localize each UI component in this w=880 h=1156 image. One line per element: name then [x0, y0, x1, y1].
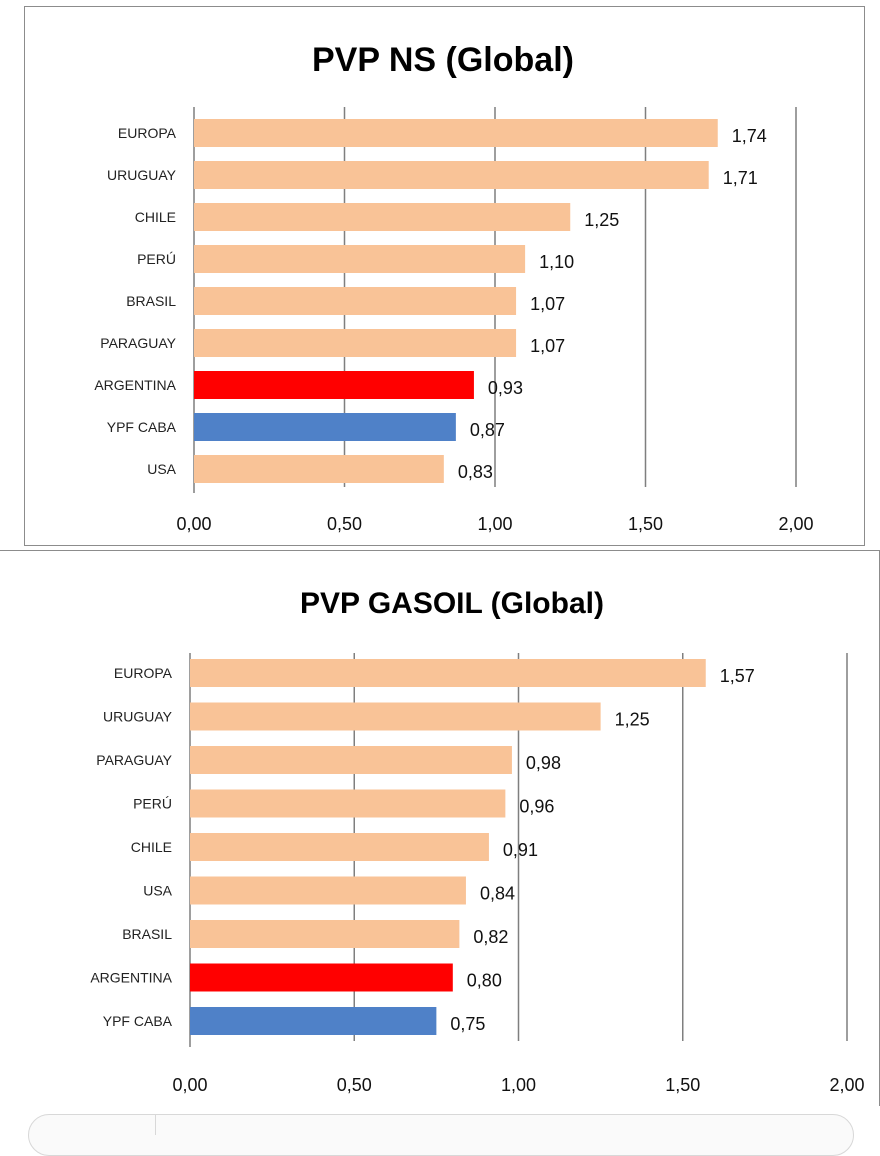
- category-label: ARGENTINA: [94, 377, 176, 393]
- x-tick-label: 0,00: [172, 1075, 207, 1095]
- bar: [194, 287, 517, 315]
- category-label: USA: [143, 883, 172, 899]
- data-label: 0,91: [503, 840, 538, 860]
- data-label: 0,83: [458, 462, 493, 482]
- category-label: BRASIL: [122, 926, 172, 942]
- data-label: 0,80: [467, 971, 502, 991]
- bar: [194, 371, 474, 399]
- chart-title: PVP NS (Global): [312, 41, 574, 79]
- x-tick-label: 2,00: [829, 1075, 864, 1095]
- x-tick-label: 0,00: [176, 514, 211, 534]
- bar: [194, 329, 517, 357]
- category-label: USA: [147, 461, 176, 477]
- category-label: YPF CABA: [107, 419, 177, 435]
- bar: [190, 963, 453, 992]
- chart-panel-pvp-ns: PVP NS (Global) 0,00 0,50 1,00 1,50 2,00 EUROP…: [24, 6, 865, 546]
- bar: [190, 789, 506, 818]
- chart-panel-pvp-gasoil: PVP GASOIL (Global) 0,00 0,50 1,00 1,50 2,00 E…: [0, 550, 880, 1106]
- chart-title: PVP GASOIL (Global): [300, 587, 604, 620]
- data-label: 1,07: [530, 336, 565, 356]
- bar: [194, 161, 709, 189]
- chart-pvp-ns: PVP NS (Global) 0,00 0,50 1,00 1,50 2,00 EUROP…: [94, 41, 813, 534]
- x-tick-label: 1,50: [665, 1075, 700, 1095]
- bottom-input-bar[interactable]: [28, 1114, 854, 1156]
- category-label: URUGUAY: [107, 167, 177, 183]
- category-label: PERÚ: [137, 251, 176, 267]
- bar: [194, 245, 526, 273]
- bar: [190, 920, 460, 948]
- bar: [190, 1007, 437, 1035]
- bar: [190, 833, 489, 861]
- bar: [190, 876, 466, 905]
- category-label: CHILE: [135, 209, 176, 225]
- x-tick-label: 0,50: [337, 1075, 372, 1095]
- x-tick-label: 1,00: [477, 514, 512, 534]
- data-label: 0,75: [450, 1014, 485, 1034]
- category-label: BRASIL: [126, 293, 176, 309]
- category-label: PARAGUAY: [100, 335, 176, 351]
- x-tick-label: 1,00: [501, 1075, 536, 1095]
- x-tick-label: 0,50: [327, 514, 362, 534]
- bar: [194, 455, 444, 483]
- data-label: 1,57: [720, 666, 755, 686]
- category-label: URUGUAY: [103, 709, 173, 725]
- category-label: PERÚ: [133, 796, 172, 812]
- data-label: 0,84: [480, 884, 515, 904]
- category-label: YPF CABA: [103, 1013, 173, 1029]
- data-label: 1,74: [732, 126, 767, 146]
- bar: [190, 702, 601, 731]
- data-label: 1,10: [539, 252, 574, 272]
- category-label: EUROPA: [118, 125, 177, 141]
- data-label: 0,93: [488, 378, 523, 398]
- data-label: 1,25: [584, 210, 619, 230]
- bar: [194, 119, 718, 147]
- bar: [194, 203, 571, 231]
- chart-pvp-gasoil: PVP GASOIL (Global) 0,00 0,50 1,00 1,50 2,00 E…: [90, 587, 864, 1095]
- data-label: 0,96: [519, 797, 554, 817]
- bar: [194, 413, 456, 441]
- data-label: 1,25: [615, 710, 650, 730]
- category-label: CHILE: [131, 839, 172, 855]
- data-label: 1,71: [723, 168, 758, 188]
- category-label: PARAGUAY: [96, 752, 172, 768]
- bar: [190, 746, 512, 774]
- bar: [190, 659, 706, 687]
- category-label: ARGENTINA: [90, 970, 172, 986]
- data-label: 1,07: [530, 294, 565, 314]
- x-tick-label: 2,00: [778, 514, 813, 534]
- data-label: 0,87: [470, 420, 505, 440]
- category-label: EUROPA: [114, 665, 173, 681]
- x-tick-label: 1,50: [628, 514, 663, 534]
- bottom-bar-divider: [155, 1115, 156, 1135]
- data-label: 0,98: [526, 753, 561, 773]
- data-label: 0,82: [473, 927, 508, 947]
